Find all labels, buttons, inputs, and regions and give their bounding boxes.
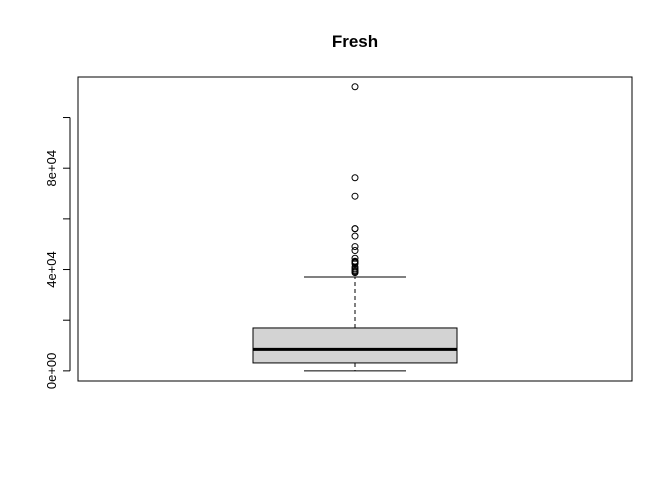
- boxplot: [252, 276, 458, 372]
- outlier-point: [351, 225, 359, 233]
- outlier-point: [351, 174, 359, 182]
- y-axis: 0e+00 4e+04 8e+04: [44, 117, 71, 390]
- outlier-point: [351, 243, 359, 251]
- outlier-point: [351, 247, 359, 255]
- interquartile-box: [252, 327, 458, 364]
- outlier-point: [351, 192, 359, 200]
- plot-frame: [77, 76, 633, 382]
- outlier-point: [351, 232, 359, 240]
- outlier-points: [351, 83, 359, 277]
- outlier-point: [351, 269, 359, 277]
- outlier-point: [351, 260, 359, 268]
- outlier-point: [351, 254, 359, 262]
- y-tick-label: 0e+00: [44, 353, 59, 390]
- chart-title: Fresh: [332, 32, 378, 51]
- y-tick-label: 8e+04: [44, 150, 59, 187]
- outlier-point: [351, 83, 359, 91]
- y-tick-label: 4e+04: [44, 251, 59, 288]
